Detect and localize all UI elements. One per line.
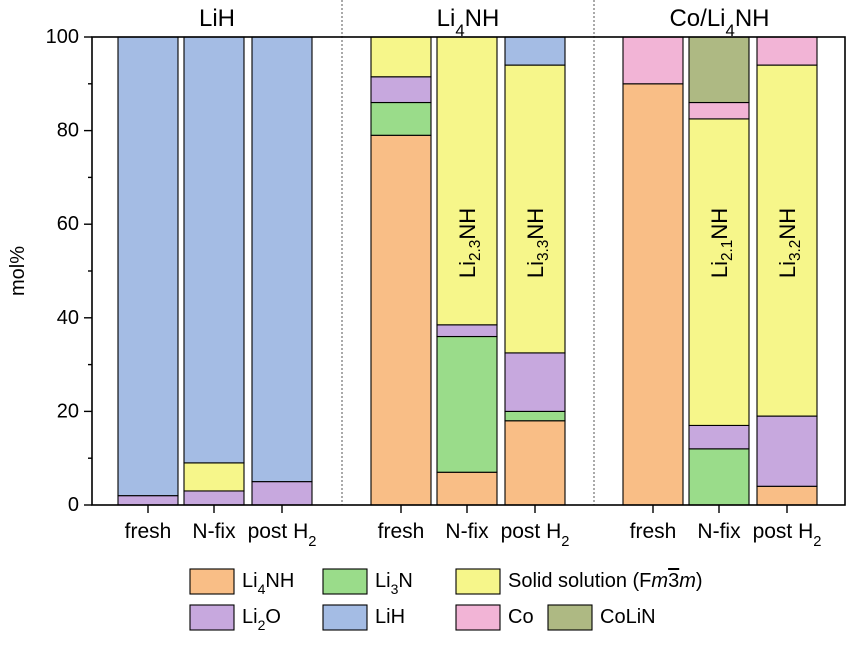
bar-segment-3-2 [370, 76, 432, 104]
bar-segment-7-3 [688, 118, 750, 426]
x-tick-label-3: fresh [378, 520, 425, 543]
legend-label-5: Co [508, 606, 534, 628]
legend-label-4: LiH [375, 606, 405, 628]
y-tick-label-4: 80 [57, 120, 79, 142]
bar-segment-1-2 [183, 490, 245, 506]
bar-segment-8-5 [756, 36, 818, 66]
x-tick-label-2: post H2 [248, 520, 317, 550]
legend-label-6: CoLiN [600, 606, 656, 628]
legend: Li4NH Li3N Solid solution (Fm3m) Li2O LiH Co C… [189, 568, 703, 633]
x-tick-label-6: fresh [630, 520, 677, 543]
y-axis-label: mol% [7, 246, 29, 296]
legend-swatch-1 [322, 568, 368, 595]
bar-annotation-0: Li2.3NH [455, 208, 485, 278]
bar-segment-1-4 [183, 36, 245, 464]
bar-segment-8-3 [756, 64, 818, 417]
y-axis: 0 20 40 60 80 100 mol% [7, 26, 92, 516]
legend-label-0: Li4NH [242, 570, 294, 597]
x-tick-label-4: N-fix [445, 520, 489, 543]
x-tick-label-1: N-fix [192, 520, 236, 543]
bar-segment-3-3 [370, 36, 432, 78]
bar-segment-2-4 [251, 36, 313, 483]
bar-segment-8-2 [756, 415, 818, 487]
bar-segment-3-0 [370, 134, 432, 506]
y-tick-label-1: 20 [57, 400, 79, 422]
bar-segment-5-4 [504, 36, 566, 66]
group-title-0: LiH [199, 5, 235, 32]
group-title-2: Co/Li4NH [669, 5, 769, 40]
legend-swatch-6 [547, 604, 593, 631]
bar-segment-4-1 [436, 335, 498, 473]
x-tick-label-0: fresh [125, 520, 172, 543]
bar-segment-7-5 [688, 101, 750, 120]
bar-segment-2-2 [251, 481, 313, 506]
x-tick-label-8: post H2 [753, 520, 822, 550]
bar-segment-7-6 [688, 36, 750, 104]
bar-segment-8-0 [756, 485, 818, 506]
legend-swatch-5 [455, 604, 501, 631]
y-tick-label-2: 40 [57, 307, 79, 329]
bar-segment-7-2 [688, 424, 750, 450]
bar-segment-6-0 [622, 83, 684, 506]
legend-swatch-0 [189, 568, 235, 595]
bar-segment-1-3 [183, 462, 245, 492]
x-axis: fresh N-fix post H2 fresh N-fix post H2 fresh N… [125, 505, 822, 550]
bar-annotations-layer: Li2.3NH Li3.3NH Li2.1NH Li3.2NH [455, 208, 805, 278]
legend-label-3: Li2O [242, 606, 281, 633]
x-tick-label-7: N-fix [697, 520, 741, 543]
bar-segment-6-5 [622, 36, 684, 85]
legend-label-2: Solid solution (Fm3m) [508, 570, 703, 592]
y-tick-label-3: 60 [57, 213, 79, 235]
bars-layer [117, 36, 818, 506]
bar-segment-5-2 [504, 352, 566, 412]
bar-segment-4-3 [436, 36, 498, 326]
x-tick-label-5: post H2 [501, 520, 570, 550]
group-title-1: Li4NH [437, 5, 500, 40]
y-tick-label-5: 100 [46, 26, 79, 48]
group-titles: LiH Li4NH Co/Li4NH [199, 5, 770, 40]
legend-swatch-2 [455, 568, 501, 595]
bar-annotation-3: Li3.2NH [775, 208, 805, 278]
bar-segment-5-1 [504, 410, 566, 422]
bar-annotation-2: Li2.1NH [707, 208, 737, 278]
bar-segment-7-1 [688, 448, 750, 506]
bar-segment-4-2 [436, 324, 498, 338]
bar-segment-3-1 [370, 101, 432, 136]
bar-annotation-1: Li3.3NH [523, 208, 553, 278]
legend-swatch-3 [189, 604, 235, 631]
bar-segment-0-2 [117, 495, 179, 506]
bar-segment-0-4 [117, 36, 179, 497]
legend-label-1: Li3N [375, 570, 413, 597]
bar-segment-5-0 [504, 420, 566, 506]
bar-segment-4-0 [436, 471, 498, 506]
y-tick-label-0: 0 [68, 494, 79, 516]
legend-swatch-4 [322, 604, 368, 631]
